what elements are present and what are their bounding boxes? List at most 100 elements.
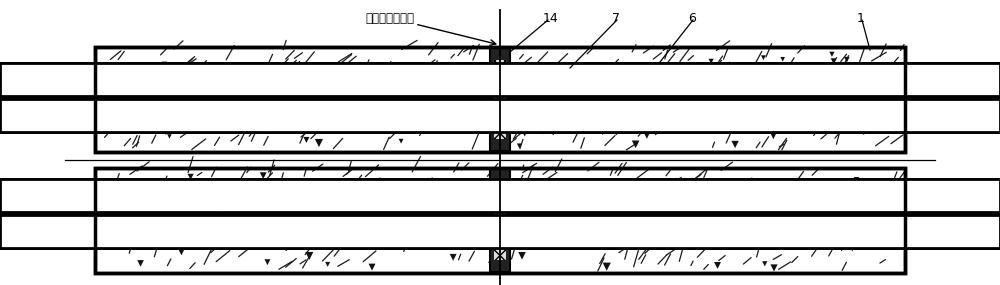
Polygon shape	[869, 93, 874, 98]
Polygon shape	[880, 181, 887, 188]
Polygon shape	[452, 120, 456, 124]
Bar	[494, 60, 506, 139]
Polygon shape	[831, 58, 837, 64]
Polygon shape	[622, 220, 628, 226]
Polygon shape	[369, 264, 376, 270]
Polygon shape	[833, 243, 839, 248]
Polygon shape	[323, 207, 329, 214]
Polygon shape	[714, 262, 721, 269]
Polygon shape	[375, 76, 381, 82]
Polygon shape	[540, 128, 546, 135]
Polygon shape	[172, 200, 179, 207]
Polygon shape	[217, 113, 224, 121]
Polygon shape	[135, 215, 139, 220]
Polygon shape	[761, 55, 766, 60]
Polygon shape	[616, 105, 623, 112]
Polygon shape	[511, 235, 519, 242]
Polygon shape	[215, 213, 223, 221]
Polygon shape	[337, 105, 344, 112]
Polygon shape	[161, 225, 166, 231]
Polygon shape	[411, 76, 416, 80]
Polygon shape	[277, 239, 285, 247]
Bar	[0, 63, 1000, 96]
Text: 7: 7	[612, 12, 620, 25]
Bar	[494, 60, 506, 139]
Polygon shape	[486, 232, 490, 236]
Polygon shape	[844, 57, 850, 62]
Polygon shape	[185, 107, 191, 113]
Polygon shape	[112, 92, 119, 100]
Polygon shape	[118, 117, 126, 125]
Polygon shape	[352, 233, 357, 238]
Bar	[95, 47, 905, 152]
Polygon shape	[178, 249, 185, 255]
Bar	[0, 215, 1000, 248]
Polygon shape	[460, 212, 466, 218]
Bar	[0, 215, 1000, 248]
Bar	[490, 169, 510, 272]
Bar	[0, 179, 1000, 212]
Bar	[95, 168, 905, 273]
Polygon shape	[287, 231, 294, 238]
Text: 6: 6	[688, 12, 696, 25]
Polygon shape	[195, 87, 201, 93]
Polygon shape	[328, 64, 335, 71]
Bar	[0, 179, 1000, 212]
Polygon shape	[645, 101, 650, 106]
Polygon shape	[325, 262, 330, 267]
Polygon shape	[287, 207, 294, 213]
Polygon shape	[315, 139, 323, 147]
Polygon shape	[234, 188, 238, 193]
Polygon shape	[770, 131, 777, 139]
Bar	[490, 48, 510, 151]
Polygon shape	[212, 230, 218, 237]
Bar	[0, 99, 1000, 132]
Polygon shape	[762, 261, 767, 266]
Bar	[494, 181, 506, 260]
Bar	[0, 99, 1000, 132]
Bar	[0, 99, 1000, 132]
Polygon shape	[561, 74, 567, 80]
Polygon shape	[856, 128, 862, 134]
Polygon shape	[854, 79, 859, 84]
Polygon shape	[818, 78, 826, 86]
Polygon shape	[603, 262, 611, 271]
Bar	[0, 63, 1000, 96]
Polygon shape	[632, 141, 639, 148]
Bar	[0, 215, 1000, 248]
Polygon shape	[167, 134, 172, 139]
Polygon shape	[519, 95, 526, 102]
Polygon shape	[399, 139, 403, 144]
Bar	[95, 47, 905, 152]
Polygon shape	[533, 115, 539, 122]
Polygon shape	[450, 254, 457, 261]
Polygon shape	[283, 65, 290, 72]
Polygon shape	[524, 178, 528, 182]
Polygon shape	[264, 259, 270, 265]
Polygon shape	[856, 208, 863, 215]
Polygon shape	[577, 235, 585, 243]
Polygon shape	[849, 244, 856, 251]
Polygon shape	[483, 77, 491, 85]
Bar	[95, 168, 905, 273]
Polygon shape	[658, 188, 662, 192]
Polygon shape	[829, 52, 835, 57]
Bar	[494, 181, 506, 260]
Bar	[0, 215, 1000, 248]
Polygon shape	[862, 105, 869, 113]
Polygon shape	[331, 186, 338, 194]
Polygon shape	[517, 143, 522, 148]
Polygon shape	[188, 174, 194, 180]
Text: 阴极炭块中心线: 阴极炭块中心线	[366, 12, 415, 25]
Polygon shape	[565, 203, 570, 208]
Polygon shape	[711, 102, 718, 110]
Polygon shape	[310, 126, 318, 133]
Polygon shape	[518, 252, 526, 260]
Polygon shape	[629, 65, 636, 72]
Polygon shape	[594, 110, 601, 117]
Polygon shape	[303, 137, 309, 143]
Polygon shape	[709, 59, 714, 64]
Text: 14: 14	[543, 12, 559, 25]
Text: 1: 1	[857, 12, 865, 25]
Polygon shape	[521, 129, 529, 137]
